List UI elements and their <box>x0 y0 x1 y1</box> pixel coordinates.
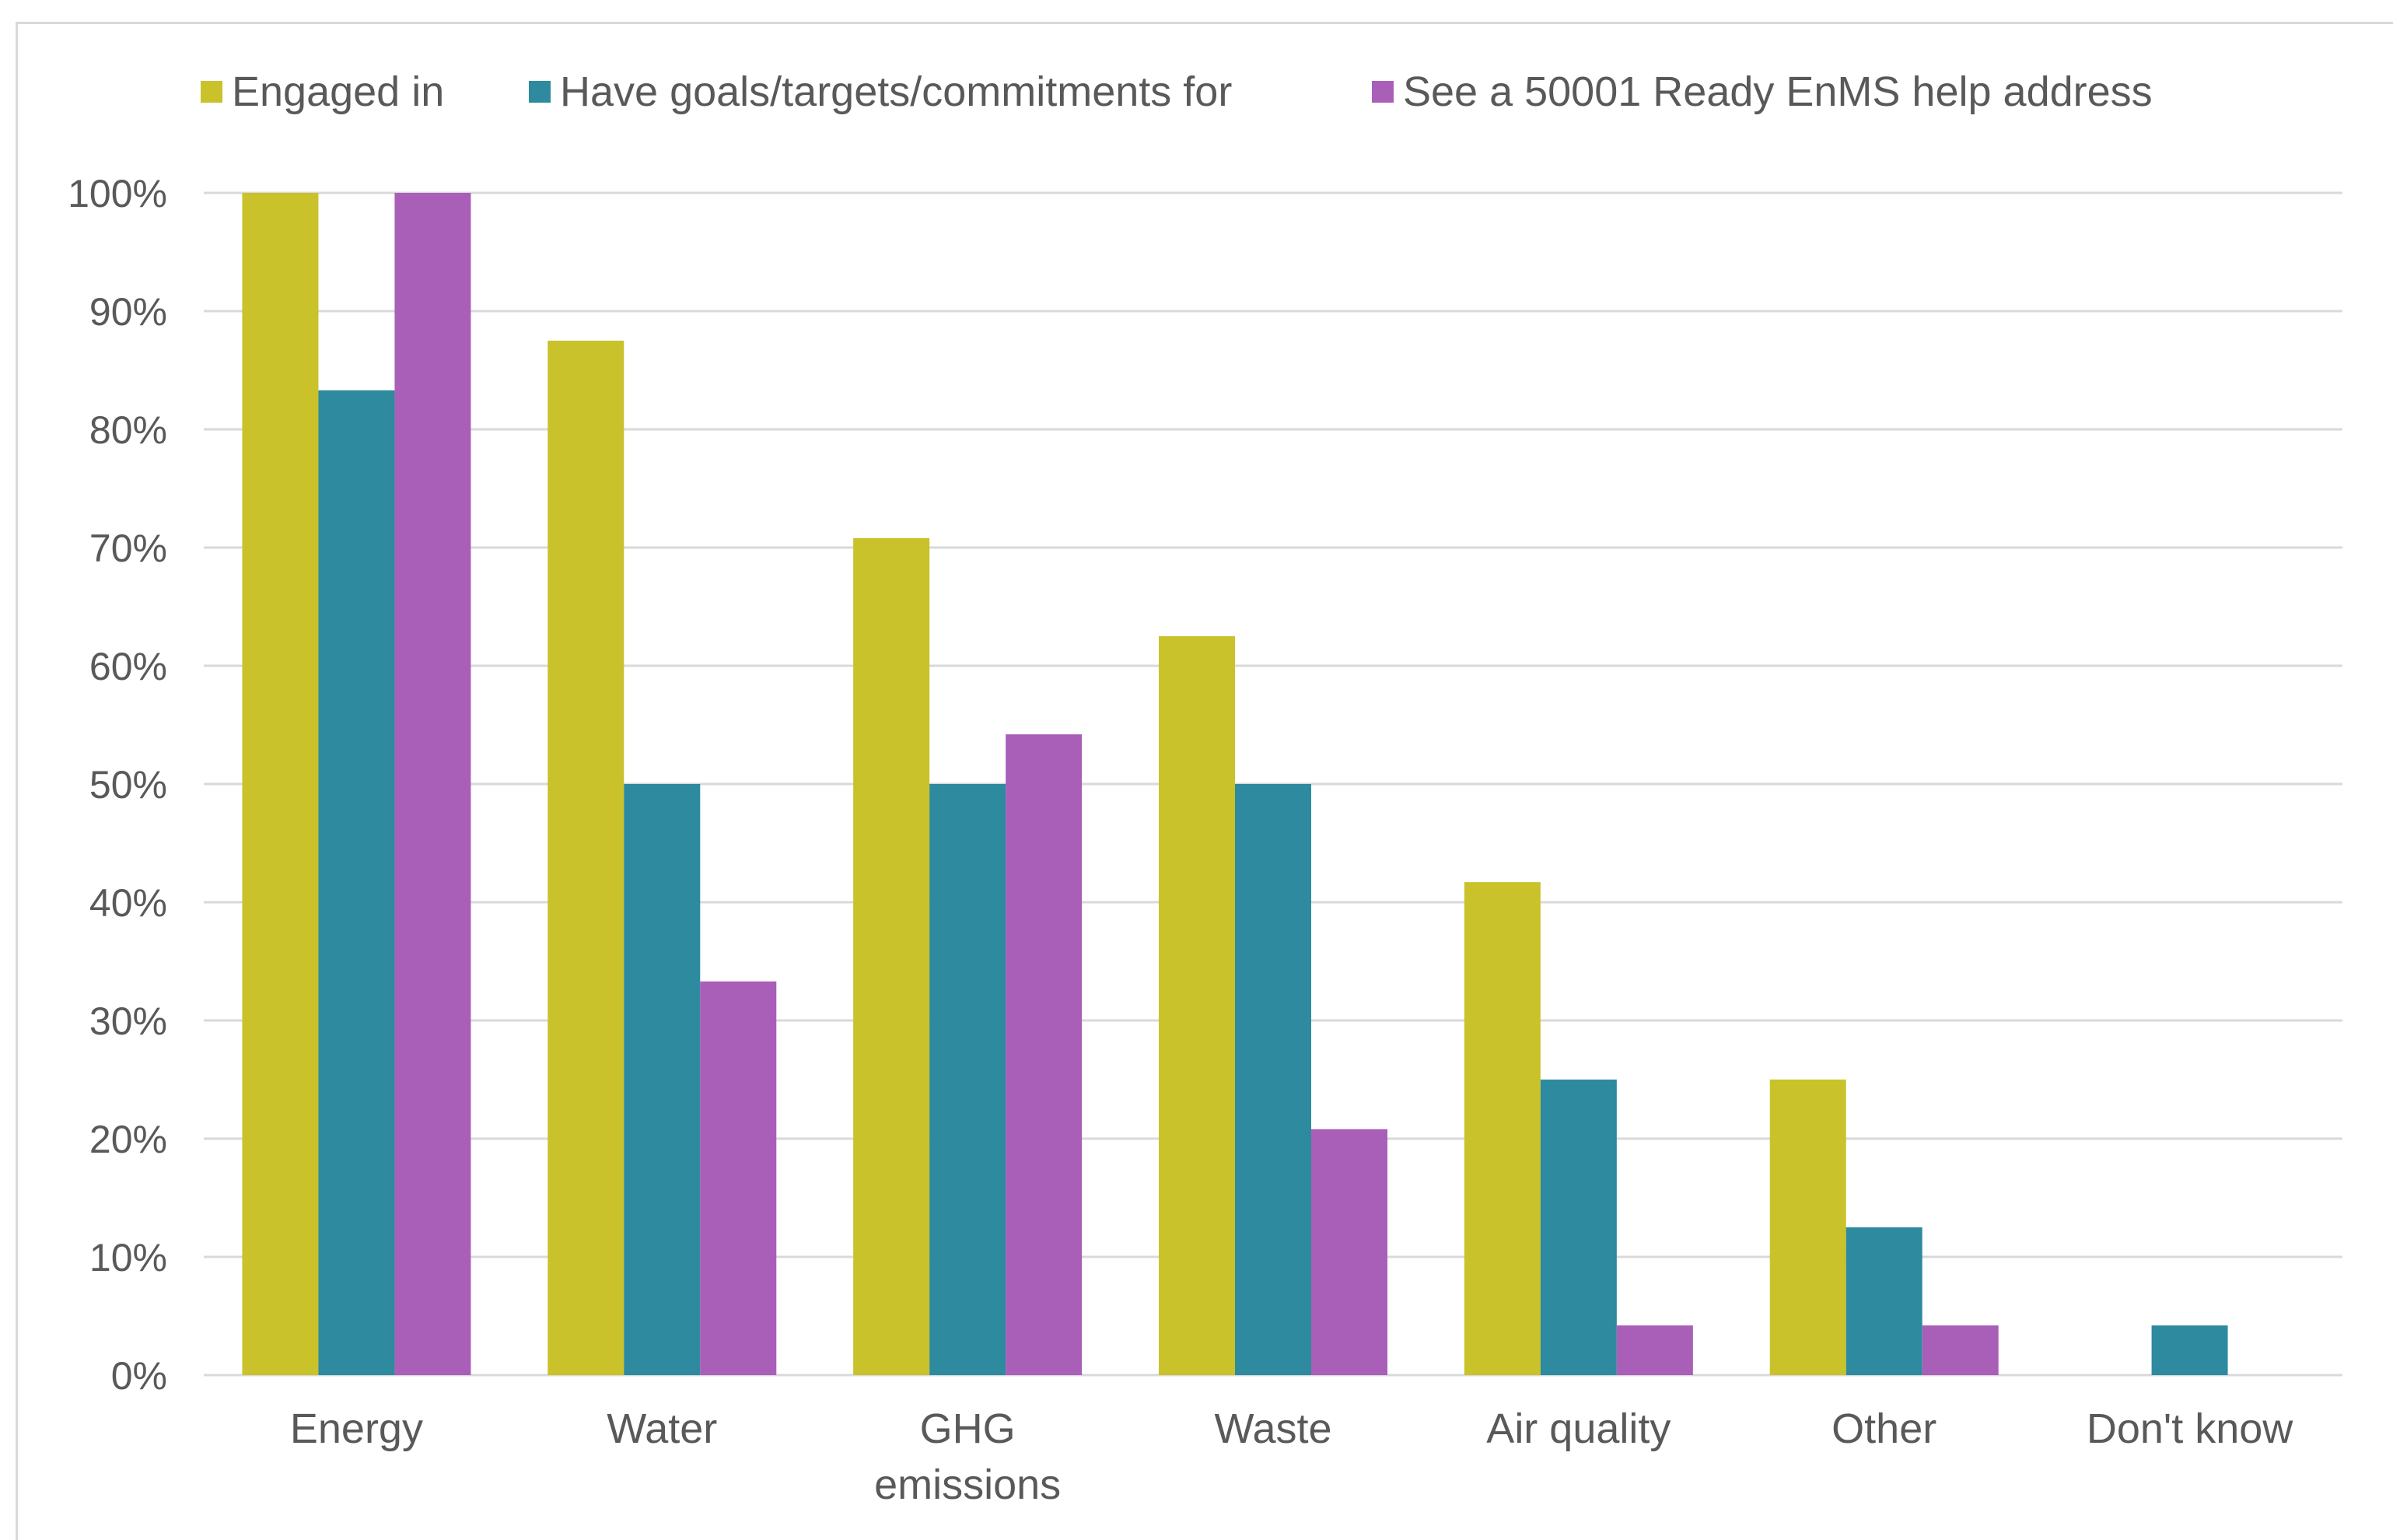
frame-top-border <box>16 22 2393 24</box>
x-tick-label: Other <box>1831 1405 1936 1452</box>
y-tick-label: 60% <box>89 645 167 688</box>
y-tick-label: 90% <box>89 290 167 334</box>
bar <box>1845 1227 1922 1375</box>
y-tick-label: 0% <box>111 1354 167 1398</box>
legend-swatch <box>201 81 222 103</box>
x-tick-label: Water <box>607 1405 717 1452</box>
bar <box>548 341 624 1375</box>
y-tick-label: 70% <box>89 527 167 570</box>
legend-label: Have goals/targets/commitments for <box>560 68 1232 115</box>
legend-label: See a 50001 Ready EnMS help address <box>1403 68 2153 115</box>
x-tick-label: Don't know <box>2087 1405 2293 1452</box>
bar <box>1922 1325 1999 1375</box>
y-tick-label: 30% <box>89 999 167 1043</box>
bar <box>242 193 319 1375</box>
bar <box>318 390 395 1376</box>
bar <box>1464 882 1541 1375</box>
x-tick-label: GHG <box>920 1405 1016 1452</box>
x-tick-label: Waste <box>1214 1405 1331 1452</box>
bar <box>929 784 1006 1375</box>
x-tick-label: emissions <box>874 1461 1061 1508</box>
legend-swatch <box>529 81 551 103</box>
bar <box>624 784 701 1375</box>
y-tick-label: 20% <box>89 1118 167 1161</box>
bar <box>853 537 930 1375</box>
bar <box>1540 1080 1617 1375</box>
y-tick-label: 10% <box>89 1236 167 1279</box>
bar <box>1311 1129 1387 1375</box>
y-tick-label: 50% <box>89 763 167 807</box>
legend-label: Engaged in <box>232 68 444 115</box>
y-tick-label: 40% <box>89 881 167 925</box>
y-tick-label: 80% <box>89 408 167 452</box>
x-tick-label: Energy <box>290 1405 423 1452</box>
bar <box>1006 734 1083 1375</box>
bar <box>2151 1325 2228 1375</box>
bar <box>700 981 777 1375</box>
bar <box>1769 1080 1846 1375</box>
bar <box>1616 1325 1693 1375</box>
x-tick-label: Air quality <box>1486 1405 1671 1452</box>
legend-swatch <box>1372 81 1394 103</box>
bar <box>1235 784 1311 1375</box>
bar <box>1159 636 1235 1375</box>
y-tick-label: 100% <box>68 172 167 215</box>
frame-left-border <box>16 22 18 1540</box>
bar <box>394 193 471 1375</box>
